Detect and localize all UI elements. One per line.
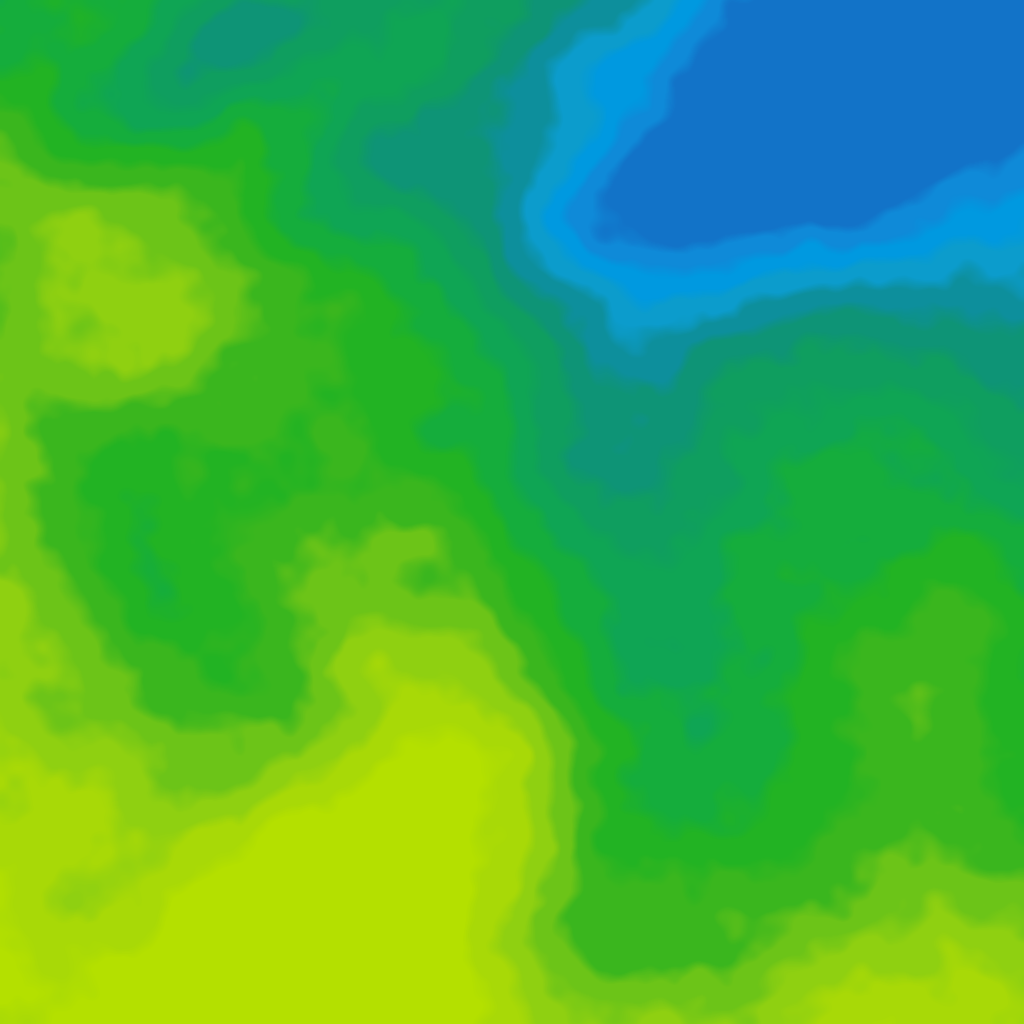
raster-field-canvas[interactable] — [0, 0, 1024, 1024]
weather-raster-map[interactable]: Weather raster contour map — [0, 0, 1024, 1024]
